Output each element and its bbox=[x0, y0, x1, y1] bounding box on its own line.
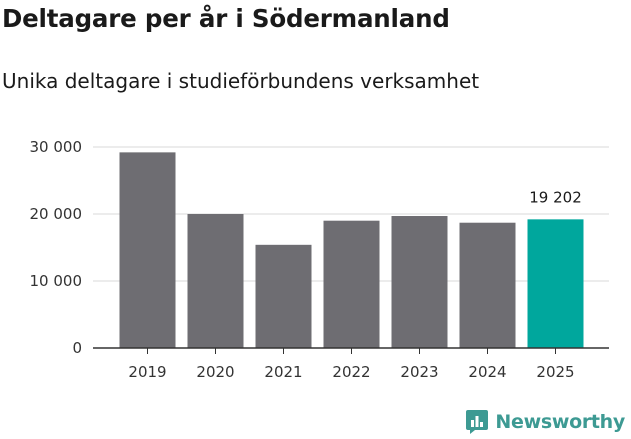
chart-title: Deltagare per år i Södermanland bbox=[2, 4, 450, 33]
bar-2019 bbox=[119, 152, 176, 348]
newsworthy-logo-icon bbox=[466, 410, 489, 434]
bar-2021 bbox=[255, 244, 312, 348]
bar-2022 bbox=[323, 220, 380, 348]
bar-2023 bbox=[391, 216, 448, 348]
x-tick-label: 2024 bbox=[468, 363, 506, 381]
y-tick-label: 20 000 bbox=[30, 205, 83, 223]
data-label: 19 202 bbox=[529, 188, 582, 206]
bar-2025 bbox=[527, 219, 584, 348]
x-tick-label: 2025 bbox=[536, 363, 574, 381]
y-tick-label: 10 000 bbox=[30, 272, 83, 290]
brand-name: Newsworthy bbox=[495, 411, 625, 433]
bar-2024 bbox=[459, 222, 516, 348]
x-tick-label: 2022 bbox=[332, 363, 370, 381]
x-tick-label: 2023 bbox=[400, 363, 438, 381]
x-tick-label: 2019 bbox=[128, 363, 166, 381]
y-tick-label: 0 bbox=[72, 339, 82, 357]
bar-2020 bbox=[187, 214, 244, 348]
brand-logo: Newsworthy bbox=[465, 409, 625, 435]
chart-subtitle: Unika deltagare i studieförbundens verks… bbox=[2, 69, 480, 93]
x-tick-label: 2021 bbox=[264, 363, 302, 381]
x-tick-label: 2020 bbox=[196, 363, 234, 381]
y-tick-label: 30 000 bbox=[30, 138, 83, 156]
